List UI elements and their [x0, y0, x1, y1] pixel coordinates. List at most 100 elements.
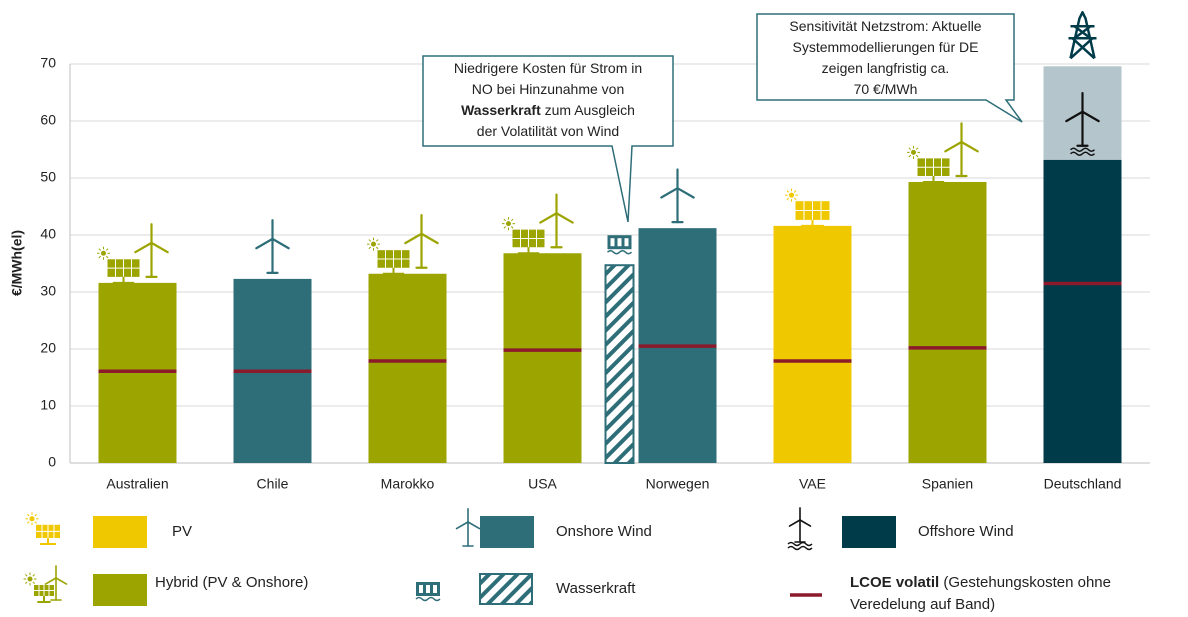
legend-label: Hybrid (PV & Onshore): [155, 574, 308, 591]
sun-ray: [98, 248, 102, 251]
sun: [371, 241, 376, 247]
annotation-text: Niedrigere Kosten für Strom in: [454, 60, 642, 76]
solar-panel-icon: [23, 572, 54, 603]
sun-ray: [105, 255, 109, 259]
dam-gate: [624, 238, 629, 247]
legend-label: Wasserkraft: [556, 580, 636, 597]
y-tick-label: 10: [40, 397, 56, 413]
wind-turbine-icon: [539, 193, 574, 249]
legend-swatch: [93, 574, 147, 606]
turbine-blade: [271, 237, 290, 250]
sun-ray: [915, 154, 919, 158]
sun-ray: [105, 248, 109, 251]
legend: PV Onshore Wind Offshore Wind Hybrid (PV & …: [93, 516, 1111, 613]
wind-turbine-icon: [44, 565, 68, 601]
x-tick-label: Marokko: [381, 476, 435, 492]
turbine-blade: [134, 241, 153, 254]
annotation-text: Systemmodellierungen für DE: [793, 39, 979, 55]
legend-text: Onshore Wind: [556, 523, 652, 540]
sun-ray: [908, 154, 912, 158]
legend-swatch: [93, 516, 147, 548]
sun-ray: [25, 581, 28, 584]
turbine-blade: [799, 519, 812, 527]
bar: [773, 225, 852, 463]
annotation-span: der Volatilität von Wind: [477, 123, 619, 139]
sun-ray: [503, 226, 507, 229]
y-axis-label: €/MWh(el): [9, 230, 25, 296]
turbine-blade: [455, 521, 469, 530]
sun-ray: [793, 190, 797, 193]
turbine-blade: [44, 577, 57, 585]
sun: [506, 221, 511, 227]
bar: [368, 273, 447, 463]
sun: [101, 250, 106, 256]
sun-ray: [32, 574, 35, 577]
turbine-blade: [420, 232, 439, 245]
legend-text: (Gestehungskosten ohne: [939, 574, 1111, 591]
legend-text: Offshore Wind: [918, 523, 1014, 540]
x-tick-label: Spanien: [922, 476, 973, 492]
annotation-span: zum Ausgleich: [541, 102, 635, 118]
sun-ray: [34, 513, 37, 517]
wave: [1069, 151, 1096, 157]
x-tick-label: VAE: [799, 476, 826, 492]
sun-ray: [793, 197, 797, 201]
sun-ray: [375, 246, 379, 250]
bar: [1043, 159, 1122, 463]
wind-turbine-icon: [134, 223, 169, 278]
wind-turbine-icon: [404, 213, 439, 269]
legend-swatch: [480, 516, 534, 548]
sun: [27, 576, 33, 582]
dam-gate: [419, 585, 423, 593]
dam-gate: [610, 238, 615, 247]
annotation: Sensitivität Netzstrom: Aktuelle Systemmo…: [756, 13, 1023, 123]
turbine-blade: [255, 237, 274, 250]
sun-ray: [908, 147, 912, 150]
annotation-text: NO bei Hinzunahme von: [472, 81, 625, 97]
annotation-bold: Wasserkraft: [461, 102, 541, 118]
annotation-text: zeigen langfristig ca.: [822, 60, 950, 76]
wind-turbine-icon: [1065, 91, 1100, 147]
dam-gate: [433, 585, 437, 593]
wave: [787, 541, 813, 547]
sun-ray: [786, 197, 790, 201]
legend-text: PV: [172, 523, 192, 540]
sun-ray: [32, 581, 35, 584]
annotation-span: Systemmodellierungen für DE: [793, 39, 979, 55]
annotation-text: der Volatilität von Wind: [477, 123, 619, 139]
annotation-text: Wasserkraft zum Ausgleich: [461, 102, 635, 118]
sun-ray: [503, 218, 507, 222]
sun-ray: [25, 574, 28, 577]
bar: [503, 253, 582, 463]
sun: [789, 192, 794, 198]
turbine-blade: [676, 187, 695, 199]
sun-ray: [915, 147, 919, 150]
annotation-span: NO bei Hinzunahme von: [472, 81, 625, 97]
sun-ray: [375, 239, 379, 242]
annotation-span: Sensitivität Netzstrom: Aktuelle: [789, 18, 981, 34]
y-tick-label: 0: [48, 454, 56, 470]
legend-swatch: [842, 516, 896, 548]
y-tick-label: 50: [40, 169, 56, 185]
y-tick-label: 40: [40, 226, 56, 242]
dam-gate: [426, 585, 430, 593]
x-tick-label: USA: [528, 476, 557, 492]
hydro-bar: [604, 264, 635, 464]
sun-ray: [368, 239, 372, 242]
legend-swatch: [479, 573, 533, 605]
annotation-span: Niedrigere Kosten für Strom in: [454, 60, 642, 76]
x-tick-label: Deutschland: [1044, 476, 1122, 492]
annotation-box: [422, 55, 674, 223]
sun-ray: [368, 246, 372, 250]
wind-turbine-icon: [255, 219, 290, 274]
wind-turbine-icon: [788, 507, 812, 543]
sun: [911, 149, 916, 155]
legend-bold: LCOE volatil: [850, 574, 939, 591]
annotation-text: Sensitivität Netzstrom: Aktuelle: [789, 18, 981, 34]
wave: [415, 596, 441, 602]
annotation-box: [756, 13, 1023, 123]
y-tick-label: 20: [40, 340, 56, 356]
solar-panel-icon: [367, 237, 410, 275]
turbine-blade: [467, 521, 481, 530]
